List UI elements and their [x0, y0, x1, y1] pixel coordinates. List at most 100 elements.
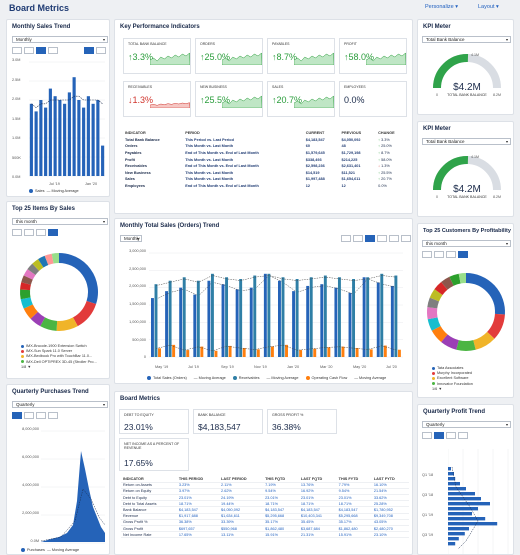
table-row[interactable]: Employees End of This Month vs. End of La…: [123, 183, 408, 190]
kpi-tile[interactable]: NEW BUSINESS ↑25.5%: [195, 81, 263, 117]
donut-slice[interactable]: [72, 300, 97, 327]
donut-slice[interactable]: [429, 289, 443, 302]
personalize-menu[interactable]: Personalize ▾: [425, 4, 459, 10]
series-bar[interactable]: [281, 277, 285, 357]
series-bar[interactable]: [309, 277, 313, 357]
sales-bar[interactable]: [34, 111, 38, 176]
table-row[interactable]: Bank Balance $4,183,547 $4,050,092 $4,183,5…: [121, 506, 409, 514]
metric-select[interactable]: Total Bank Balance ▾: [422, 138, 511, 145]
donut-slice[interactable]: [465, 273, 505, 315]
donut-slice[interactable]: [458, 273, 467, 284]
profit-bar[interactable]: [448, 482, 460, 486]
series-bar[interactable]: [172, 344, 176, 357]
series-bar[interactable]: [355, 347, 359, 357]
profit-bar[interactable]: [448, 487, 466, 491]
series-bar[interactable]: [334, 287, 338, 357]
donut-slice[interactable]: [431, 325, 448, 343]
profit-bar[interactable]: [448, 467, 451, 471]
table-row[interactable]: New Business This Month vs. Last Month $14…: [123, 170, 408, 177]
kpi-tile[interactable]: ORDERS ↑25.0%: [195, 38, 263, 74]
sales-bar[interactable]: [96, 100, 100, 176]
profit-bar[interactable]: [448, 542, 456, 546]
trend-off-button[interactable]: [96, 47, 106, 54]
column-chart-button[interactable]: [434, 251, 444, 258]
series-bar[interactable]: [267, 273, 271, 357]
series-bar[interactable]: [225, 277, 229, 357]
series-bar[interactable]: [278, 280, 281, 357]
table-row[interactable]: Profit This Month vs. Last Month $338,493 $…: [123, 156, 408, 163]
period-select[interactable]: this month ▾: [422, 240, 511, 247]
column-chart-button[interactable]: [24, 229, 34, 236]
sales-bar[interactable]: [82, 107, 86, 176]
sales-bar[interactable]: [48, 88, 52, 176]
donut-slice[interactable]: [472, 331, 495, 350]
series-bar[interactable]: [200, 346, 204, 357]
series-bar[interactable]: [292, 291, 296, 357]
legend-item[interactable]: Operating Cash Flow: [305, 376, 347, 380]
table-row[interactable]: Net Income Rate 17.65% 13.11% 15.91% 21.31% 1…: [121, 531, 409, 539]
donut-slice[interactable]: [20, 289, 31, 300]
profit-bar[interactable]: [448, 522, 498, 526]
period-select[interactable]: this month ▾: [12, 218, 108, 225]
trend-on-button[interactable]: [84, 47, 94, 54]
profit-bar[interactable]: [448, 497, 481, 501]
donut-slice[interactable]: [427, 317, 441, 331]
series-bar[interactable]: [341, 346, 345, 357]
table-row[interactable]: Gross Profit % 36.38% 33.39% 35.17% 35.45% 35…: [121, 519, 409, 527]
legend-item[interactable]: IMX-Bedbook Pro with TouchBar 11.0...: [21, 354, 97, 359]
table-row[interactable]: Return on Assets 3.23% 2.11% 7.19% 13.76% 7.7…: [121, 482, 409, 489]
series-bar[interactable]: [256, 349, 260, 357]
series-bar[interactable]: [299, 350, 303, 357]
series-bar[interactable]: [210, 273, 214, 357]
profit-bar[interactable]: [448, 512, 472, 516]
legend-pager[interactable]: 1/8 ▼: [21, 364, 32, 369]
profit-bar[interactable]: [448, 472, 454, 476]
legend-item[interactable]: IMX-Bncode-1900 Extension Switch: [21, 344, 97, 349]
series-bar[interactable]: [323, 275, 327, 357]
sales-bar[interactable]: [77, 100, 81, 176]
purchases-area[interactable]: [41, 451, 105, 542]
metric-select[interactable]: Total Bank Balance ▾: [422, 36, 511, 43]
series-bar[interactable]: [214, 350, 218, 357]
donut-slice[interactable]: [434, 281, 448, 296]
donut-slice[interactable]: [427, 297, 440, 309]
series-bar[interactable]: [383, 345, 387, 357]
sales-bar[interactable]: [58, 100, 62, 176]
donut-slice[interactable]: [456, 340, 476, 351]
donut-slice[interactable]: [20, 297, 33, 309]
sales-bar[interactable]: [101, 145, 105, 176]
kpi-tile[interactable]: RECEIVABLES ↓1.3%: [123, 81, 191, 117]
profit-bar[interactable]: [448, 477, 456, 481]
bar-chart-button[interactable]: [36, 47, 46, 54]
legend-item[interactable]: Receivables: [232, 376, 259, 380]
sales-bar[interactable]: [63, 103, 67, 176]
area-chart-button[interactable]: [422, 251, 432, 258]
series-bar[interactable]: [221, 284, 225, 357]
sales-bar[interactable]: [53, 96, 57, 176]
trend-button[interactable]: [401, 235, 411, 242]
series-bar[interactable]: [362, 277, 366, 357]
column-chart-button[interactable]: [24, 412, 34, 419]
series-bar[interactable]: [337, 277, 341, 357]
kpi-tile[interactable]: PAYABLES ↑8.7%: [267, 38, 335, 74]
donut-slice[interactable]: [23, 304, 38, 319]
area-chart-button[interactable]: [341, 235, 351, 242]
series-bar[interactable]: [228, 345, 232, 357]
period-select[interactable]: Quarterly ▾: [12, 401, 108, 408]
bar-chart-button[interactable]: [36, 229, 46, 236]
table-row[interactable]: Payables End of This Month vs. End of Las…: [123, 150, 408, 157]
donut-slice[interactable]: [44, 253, 54, 266]
series-bar[interactable]: [394, 275, 398, 357]
legend-item[interactable]: Excellent Software: [432, 376, 473, 381]
pie-chart-button[interactable]: [458, 251, 468, 258]
series-bar[interactable]: [295, 279, 299, 357]
pie-chart-button[interactable]: [48, 47, 58, 54]
series-bar[interactable]: [369, 349, 373, 357]
legend-item[interactable]: Tata Associates: [432, 366, 473, 371]
series-bar[interactable]: [306, 285, 310, 357]
sales-bar[interactable]: [72, 77, 76, 176]
sales-bar[interactable]: [86, 96, 90, 176]
series-bar[interactable]: [390, 285, 394, 357]
kpi-tile[interactable]: EMPLOYEES 0.0%: [339, 81, 407, 117]
series-bar[interactable]: [196, 280, 200, 357]
